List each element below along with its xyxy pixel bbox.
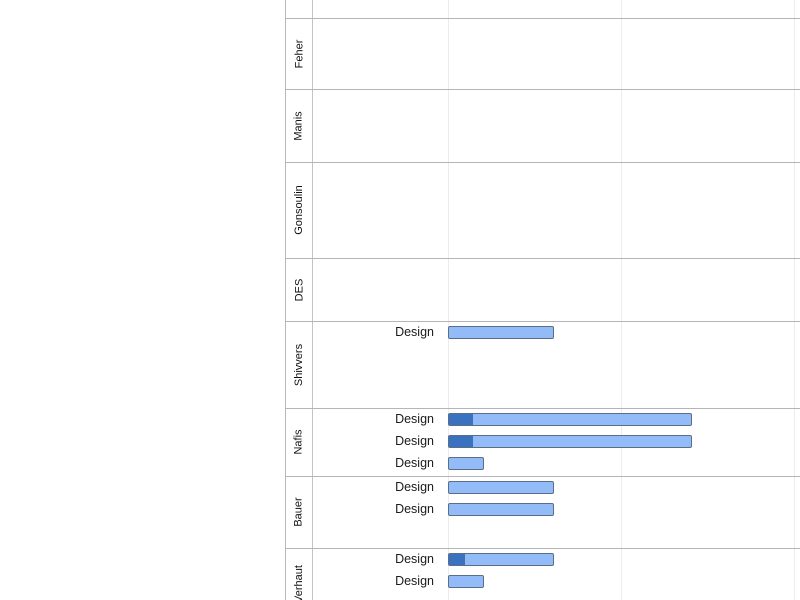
task-label: Design: [395, 456, 434, 470]
task-bar[interactable]: [448, 326, 554, 339]
resource-name: Gonsoulin: [293, 185, 306, 235]
row-separator: [285, 18, 800, 19]
task-label: Design: [395, 434, 434, 448]
resource-row-header[interactable]: Gonsoulin: [286, 162, 312, 258]
resource-name: Manis: [293, 110, 305, 141]
resource-name: Feher: [293, 39, 305, 68]
task-label: Design: [395, 325, 434, 339]
row-separator: [285, 321, 800, 322]
resource-name: DES: [293, 278, 305, 301]
task-bar[interactable]: [448, 413, 692, 426]
chart-left-border: [285, 0, 286, 600]
task-bar[interactable]: [448, 575, 484, 588]
task-bar[interactable]: [448, 503, 554, 516]
resource-column-divider: [312, 0, 313, 600]
task-label: Design: [395, 480, 434, 494]
row-separator: [285, 548, 800, 549]
task-bar[interactable]: [448, 481, 554, 494]
resource-name: Shivvers: [293, 343, 305, 386]
blank-left-panel: [0, 0, 285, 600]
resource-row-header[interactable]: Feher: [286, 18, 312, 89]
timeline-gridline: [794, 0, 795, 600]
row-separator: [285, 162, 800, 163]
resource-row-header[interactable]: Manis: [286, 89, 312, 162]
task-label: Design: [395, 552, 434, 566]
task-bar[interactable]: [448, 457, 484, 470]
task-progress: [449, 436, 474, 447]
task-label: Design: [395, 412, 434, 426]
timeline-gridline: [621, 0, 622, 600]
task-bar[interactable]: [448, 435, 692, 448]
task-progress: [449, 414, 474, 425]
task-progress: [449, 554, 465, 565]
task-label: Design: [395, 502, 434, 516]
row-separator: [285, 408, 800, 409]
timeline-gridline: [448, 0, 449, 600]
resource-row-header[interactable]: L: [286, 0, 312, 18]
row-separator: [285, 476, 800, 477]
row-separator: [285, 258, 800, 259]
row-separator: [285, 89, 800, 90]
task-label: Design: [395, 574, 434, 588]
resource-row-header[interactable]: DES: [286, 258, 312, 321]
task-bar[interactable]: [448, 553, 554, 566]
